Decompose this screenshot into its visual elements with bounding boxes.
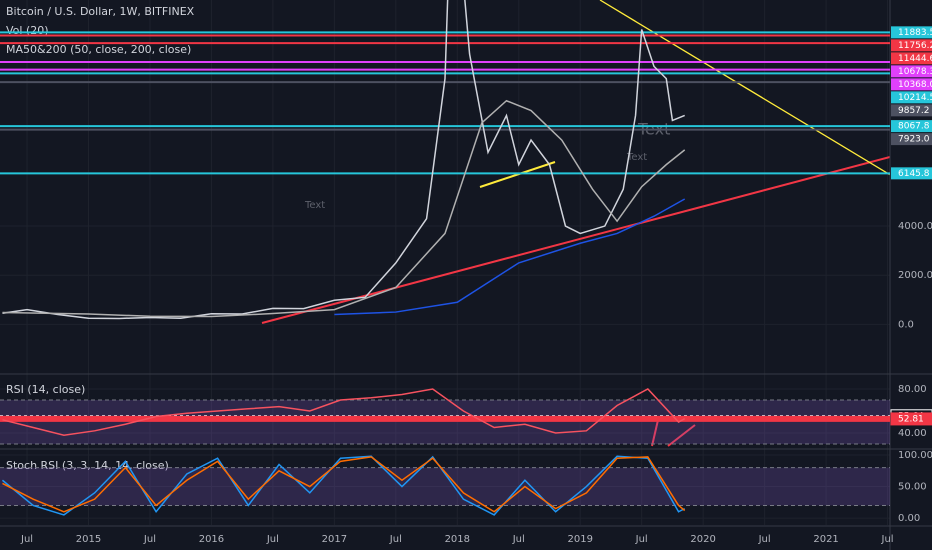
y-tick-label: 40.00	[898, 428, 927, 439]
series-line	[2, 388, 686, 436]
trend-line	[651, 419, 659, 447]
x-tick-label: 2017	[322, 534, 347, 545]
price-label: 7923.0	[898, 135, 930, 145]
grid	[0, 0, 890, 525]
x-tick-label: Jul	[20, 534, 33, 545]
annotation: Text	[626, 152, 647, 163]
price-label-bg	[891, 78, 932, 91]
x-tick-label: Jul	[758, 534, 771, 545]
price-label-bg	[891, 39, 932, 52]
price-label: 6145.8	[898, 169, 930, 179]
price-label-bg	[891, 104, 932, 117]
y-tick-label: 2000.0	[898, 270, 932, 281]
value-label: 52.81	[898, 414, 924, 424]
price-label: 11444.6	[898, 54, 932, 64]
price-label: 10214.5	[898, 93, 932, 103]
pane-title: Stoch RSI (3, 3, 14, 14, close)	[6, 459, 169, 472]
price-label: 10368.0	[898, 80, 932, 90]
legend-entry: MA50&200 (50, close, 200, close)	[6, 43, 191, 56]
x-tick-label: 2020	[690, 534, 715, 545]
price-label-bg	[891, 167, 932, 180]
drawings	[261, 0, 890, 324]
legend-entry: Vol (20)	[6, 24, 49, 37]
trend-line	[667, 424, 696, 447]
x-tick-label: 2018	[445, 534, 470, 545]
price-label-bg	[891, 65, 932, 78]
x-tick-label: Jul	[881, 534, 894, 545]
x-tick-label: Jul	[143, 534, 156, 545]
y-tick-label: 0.0	[898, 319, 914, 330]
price-label: 11883.5	[898, 28, 932, 38]
x-tick-label: 2015	[76, 534, 101, 545]
price-label-bg	[891, 91, 932, 104]
trend-line	[599, 0, 890, 176]
series-line	[1, 455, 686, 516]
x-tick-label: Jul	[512, 534, 525, 545]
pane	[0, 455, 890, 516]
x-tick-label: Jul	[266, 534, 279, 545]
price-label: 8067.8	[898, 122, 930, 132]
price-label-bg	[891, 52, 932, 65]
price-label: 11756.2	[898, 41, 932, 51]
y-tick-label: 50.00	[898, 482, 927, 493]
price-label: 9857.2	[898, 106, 930, 116]
pane	[0, 388, 890, 445]
chart-title: Bitcoin / U.S. Dollar, 1W, BITFINEX	[6, 5, 195, 18]
x-tick-label: 2021	[813, 534, 838, 545]
series-line	[2, 456, 686, 513]
y-tick-label: 0.00	[898, 513, 920, 524]
y-tick-label: 4000.0	[898, 221, 932, 232]
band-fill	[0, 399, 890, 445]
annotation: Text	[304, 200, 325, 211]
x-tick-label: 2016	[199, 534, 224, 545]
drawings	[651, 419, 696, 447]
series-line	[2, 99, 686, 318]
x-tick-label: Jul	[389, 534, 402, 545]
price-label-bg	[891, 26, 932, 39]
series-line	[2, 0, 685, 320]
trend-line	[479, 161, 556, 188]
price-label-bg	[891, 133, 932, 146]
pane	[0, 0, 890, 320]
y-tick-label: 80.00	[898, 384, 927, 395]
y-tick-label: 100.00	[898, 450, 932, 461]
x-tick-label: 2019	[567, 534, 592, 545]
pane-title: RSI (14, close)	[6, 383, 85, 396]
value-label-bg	[890, 412, 932, 426]
series-line	[334, 198, 686, 316]
price-label: 10678.3	[898, 67, 932, 77]
price-label-bg	[891, 120, 932, 133]
x-tick-label: Jul	[635, 534, 648, 545]
